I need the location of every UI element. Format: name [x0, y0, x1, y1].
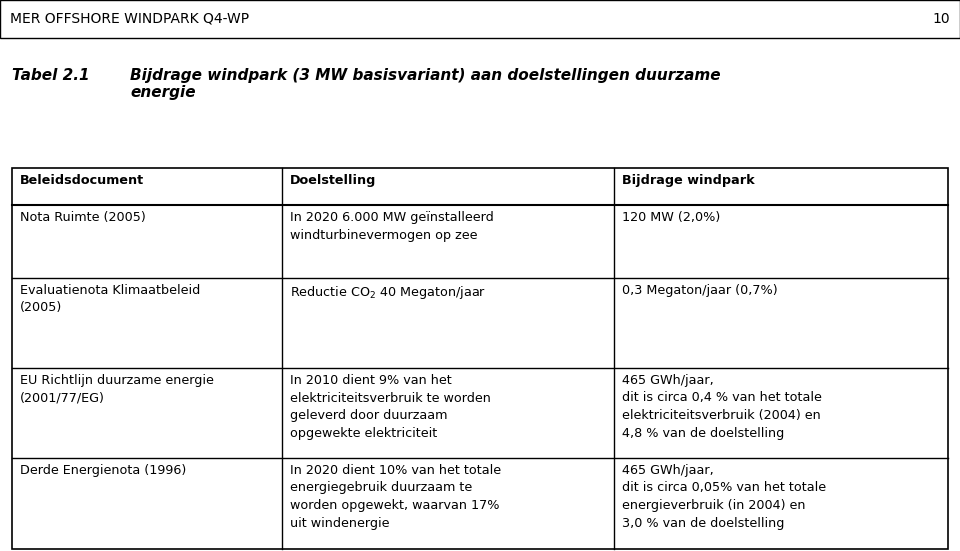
- Text: Nota Ruimte (2005): Nota Ruimte (2005): [20, 211, 146, 224]
- Text: Bijdrage windpark (3 MW basisvariant) aan doelstellingen duurzame: Bijdrage windpark (3 MW basisvariant) aa…: [130, 68, 721, 83]
- Text: EU Richtlijn duurzame energie
(2001/77/EG): EU Richtlijn duurzame energie (2001/77/E…: [20, 374, 214, 404]
- Text: 465 GWh/jaar,
dit is circa 0,4 % van het totale
elektriciteitsverbruik (2004) en: 465 GWh/jaar, dit is circa 0,4 % van het…: [622, 374, 822, 440]
- Text: energie: energie: [130, 84, 196, 100]
- Text: 465 GWh/jaar,
dit is circa 0,05% van het totale
energieverbruik (in 2004) en
3,0: 465 GWh/jaar, dit is circa 0,05% van het…: [622, 464, 827, 530]
- Text: In 2020 6.000 MW geïnstalleerd
windturbinevermogen op zee: In 2020 6.000 MW geïnstalleerd windturbi…: [290, 211, 493, 241]
- Text: MER OFFSHORE WINDPARK Q4-WP: MER OFFSHORE WINDPARK Q4-WP: [10, 12, 250, 26]
- Text: Reductie CO$_2$ 40 Megaton/jaar: Reductie CO$_2$ 40 Megaton/jaar: [290, 284, 486, 301]
- Text: In 2010 dient 9% van het
elektriciteitsverbruik te worden
geleverd door duurzaam: In 2010 dient 9% van het elektriciteitsv…: [290, 374, 491, 440]
- Text: Evaluatienota Klimaatbeleid
(2005): Evaluatienota Klimaatbeleid (2005): [20, 284, 201, 315]
- Text: Tabel 2.1: Tabel 2.1: [12, 68, 89, 83]
- Text: In 2020 dient 10% van het totale
energiegebruik duurzaam te
worden opgewekt, waa: In 2020 dient 10% van het totale energie…: [290, 464, 501, 530]
- Text: Beleidsdocument: Beleidsdocument: [20, 174, 144, 187]
- Text: Doelstelling: Doelstelling: [290, 174, 376, 187]
- Text: Derde Energienota (1996): Derde Energienota (1996): [20, 464, 186, 477]
- Bar: [12, 168, 948, 549]
- Text: 10: 10: [932, 12, 950, 26]
- Text: Bijdrage windpark: Bijdrage windpark: [622, 174, 755, 187]
- Text: 120 MW (2,0%): 120 MW (2,0%): [622, 211, 720, 224]
- Text: 0,3 Megaton/jaar (0,7%): 0,3 Megaton/jaar (0,7%): [622, 284, 778, 297]
- Bar: [0, 0, 960, 38]
